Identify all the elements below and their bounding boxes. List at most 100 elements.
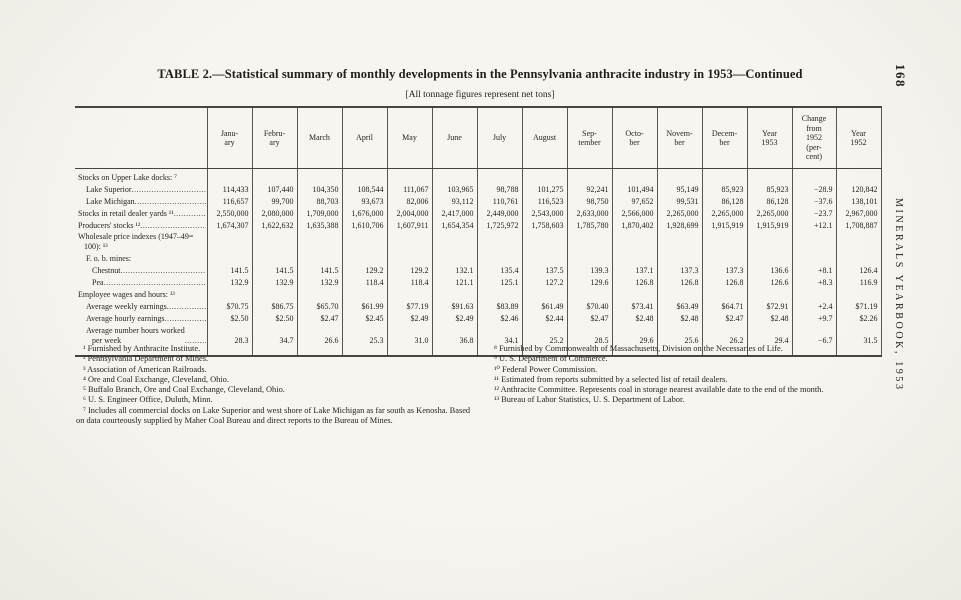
table-cell [701,253,747,266]
table-cell: $2.48 [746,313,792,326]
table-cell [746,253,792,266]
table-cell [341,168,387,184]
footnote: ² Pennsylvania Department of Mines. [83,354,209,364]
table-cell: 118.4 [386,277,432,290]
table-cell: 25.6 [656,325,702,348]
table-row: Lake Superior 114,433107,440104,350108,54… [75,184,882,196]
column-header-11: Decem- ber [701,107,747,169]
table-cell: 110,761 [476,196,522,208]
column-header-5: June [431,107,477,169]
table-cell: 85,923 [701,184,747,196]
table-cell: 29.6 [611,325,657,348]
table-cell [835,347,882,356]
table-cell: 127.2 [521,277,567,290]
footnote: ¹ Furnished by Anthracite Institute. [83,344,201,353]
table-cell: 126.4 [835,265,882,278]
column-header-2: March [296,107,342,169]
table-row: Wholesale price indexes (1947–49= 100): … [75,232,882,254]
table-row: Lake Michigan 116,65799,70088,70393,67382… [75,196,882,208]
table-cell: 31.5 [835,325,882,348]
table-cell: 103,965 [431,184,477,196]
table-cell [611,232,657,254]
table-cell [835,253,882,266]
table-note: [All tonnage figures represent net tons] [405,90,555,100]
table-cell: $2.49 [386,313,432,326]
footnote: ¹¹ Estimated from reports submitted by a… [494,374,728,384]
footnote: ¹⁰ Federal Power Commission. [494,364,598,374]
table-cell: 97,652 [611,196,657,208]
table-cell [341,232,387,254]
table-cell: 95,149 [656,184,702,196]
table-cell [791,253,836,266]
row-label: Lake Superior [86,184,132,194]
table-cell: $83.89 [476,301,522,314]
table-cell: 26.6 [296,325,342,348]
table-cell: 1,610,706 [341,220,387,232]
footnote: ¹³ Bureau of Labor Statistics, U. S. Dep… [494,395,685,405]
table-cell: $2.50 [206,313,252,326]
table-cell: 1,607,911 [386,220,432,232]
table-cell [835,289,882,302]
table-cell: 137.3 [701,265,747,278]
table-cell: 101,494 [611,184,657,196]
table-row: Producers' stocks ¹²1,674,3071,622,6321,… [75,220,882,232]
table-cell: 98,750 [566,196,612,208]
table-cell [476,347,522,356]
page-number: 168 [893,64,908,88]
table-cell: 2,633,000 [566,208,612,220]
table-cell: 93,112 [431,196,477,208]
leader-dots [165,314,206,324]
table-cell [296,232,342,254]
table-cell: 137.1 [611,265,657,278]
column-header-13: Change from 1952 (per- cent) [791,107,836,169]
column-header-14: Year 1952 [835,107,882,169]
table-cell [521,253,567,266]
table-cell: 101,275 [521,184,567,196]
table-cell: 141.5 [251,265,297,278]
table-cell: 120,842 [835,184,882,196]
table-cell: $91.63 [431,301,477,314]
table-cell [566,347,612,356]
table-cell [386,289,432,302]
table-cell: 86,128 [701,196,747,208]
table-cell: $2.47 [296,313,342,326]
footnotes-right: ⁸ Furnished by Commonwealth of Massachus… [487,344,882,426]
table-cell [296,253,342,266]
row-label: Pea [92,278,104,288]
table-cell [476,289,522,302]
footnote: ⁵ Buffalo Branch, Ore and Coal Exchange,… [83,385,285,394]
table-cell [476,232,522,254]
table-cell: 1,928,699 [656,220,702,232]
table-cell: $2.44 [521,313,567,326]
table-cell: 141.5 [296,265,342,278]
table-cell: 99,531 [656,196,702,208]
footnotes: ¹ Furnished by Anthracite Institute. ² Pe… [76,344,882,426]
table-cell: 1,708,887 [835,220,882,232]
row-label: F. o. b. mines: [86,254,132,264]
table-row: Pea132.9132.9132.9118.4118.4121.1125.112… [75,277,882,290]
table-cell [656,289,702,302]
table-row: Stocks on Upper Lake docks: ⁷ [75,168,882,184]
table-row: Employee wages and hours: ¹³ [75,289,882,302]
table-cell: 139.3 [566,265,612,278]
leader-dots [140,221,205,231]
table-cell: 29.4 [746,325,792,348]
table-cell: −37.6 [791,196,836,208]
table-cell: $2.46 [476,313,522,326]
running-title: MINERALS YEARBOOK, 1953 [893,198,904,392]
table-cell [206,168,252,184]
table-cell: $77.19 [386,301,432,314]
row-label: Wholesale price indexes (1947–49= 100): … [78,232,194,252]
table-cell: +2.4 [791,301,836,314]
table-cell: 2,080,000 [251,208,297,220]
table-cell [206,347,252,356]
table-cell: +8.1 [791,265,836,278]
column-header-10: Novem- ber [656,107,702,169]
table-cell: 88,703 [296,196,342,208]
row-label: Average number hours worked per week [86,325,185,346]
table-cell: 98,788 [476,184,522,196]
table-cell [746,232,792,254]
column-header-0: Janu- ary [206,107,252,169]
table-cell: 121.1 [431,277,477,290]
table-cell [656,232,702,254]
